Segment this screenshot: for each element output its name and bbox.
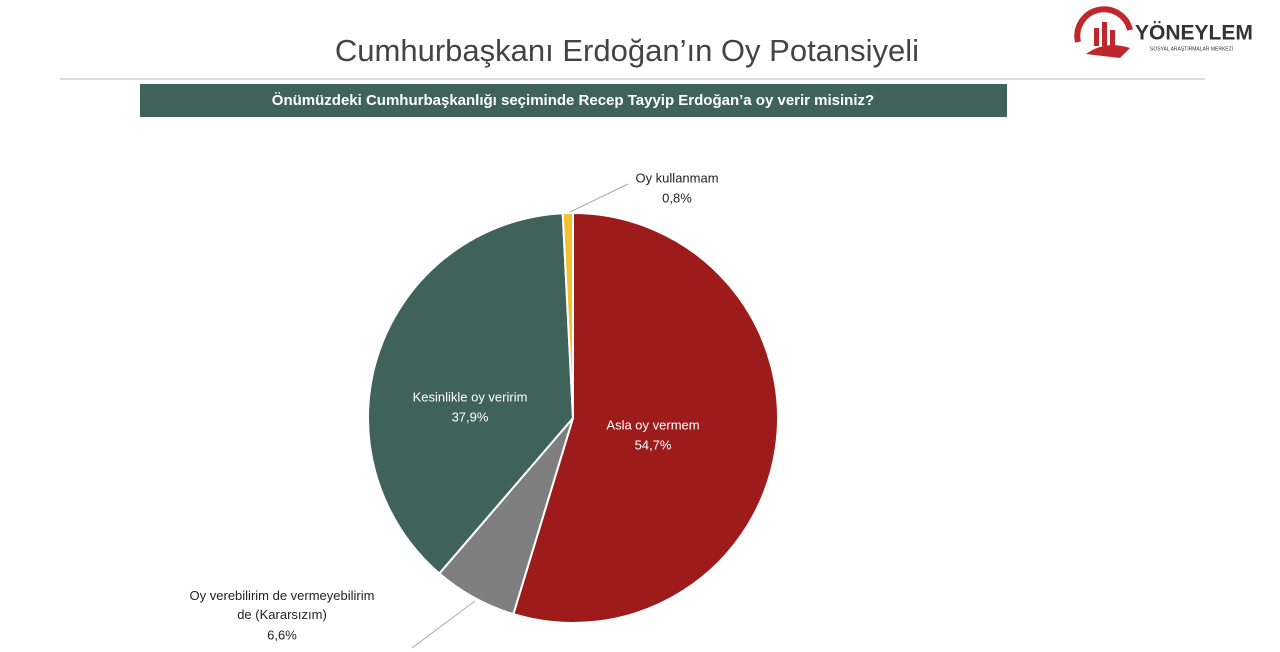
- subtitle-banner: [140, 84, 1007, 117]
- leader-line: [567, 183, 629, 214]
- leader-line: [411, 600, 476, 649]
- chart-title: Cumhurbaşkanı Erdoğan’ın Oy Potansiyeli: [335, 33, 919, 68]
- pie-slice: [512, 211, 779, 624]
- logo-bar: [1102, 22, 1107, 46]
- slice-value-label: 6,6%: [267, 627, 297, 643]
- logo: YÖNEYLEM SOSYAL ARAŞTIRMALAR MERKEZİ: [1074, 6, 1253, 58]
- logo-hand: [1086, 45, 1130, 58]
- slice-value-label: 54,7%: [634, 437, 672, 453]
- logo-bar: [1094, 28, 1099, 46]
- chart-subtitle: Önümüzdeki Cumhurbaşkanlığı seçiminde Re…: [272, 92, 874, 109]
- pie-slice: [561, 211, 574, 419]
- slice-label: Oy kullanmam: [635, 170, 719, 186]
- pie-slice: [367, 212, 575, 575]
- slice-value-label: 0,8%: [662, 190, 692, 206]
- logo-name: YÖNEYLEM: [1135, 22, 1253, 45]
- logo-bar: [1110, 30, 1115, 46]
- slice-value-label: 37,9%: [451, 409, 489, 425]
- logo-tagline: SOSYAL ARAŞTIRMALAR MERKEZİ: [1150, 45, 1233, 52]
- slice-label: Asla oy vermem: [606, 417, 700, 433]
- slice-label: Kesinlikle oy veririm: [412, 389, 528, 405]
- logo-arc: [1074, 6, 1133, 43]
- slice-label: Oy verebilirim de vermeyebilirim de (Kar…: [189, 588, 375, 622]
